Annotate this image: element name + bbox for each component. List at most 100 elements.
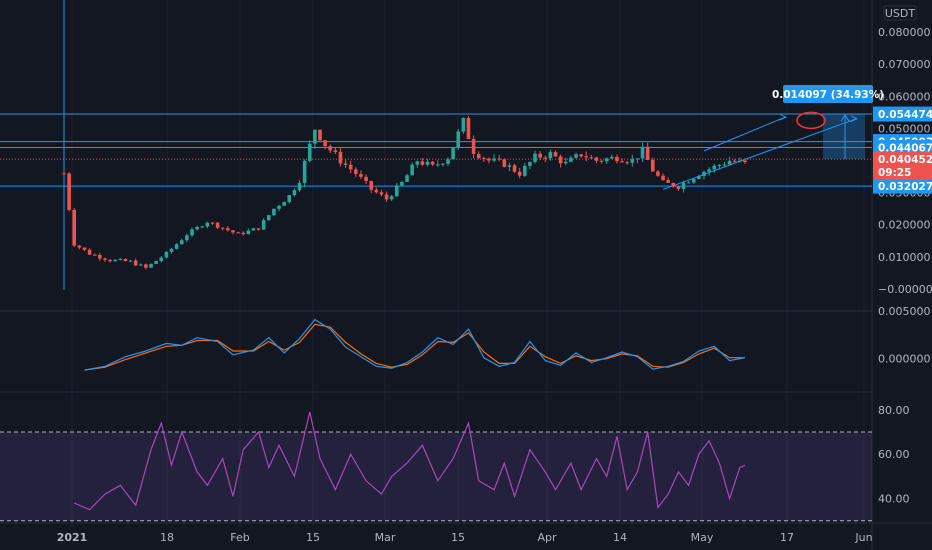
candle [553,150,558,157]
candle [497,154,501,162]
rsi-line [73,411,746,511]
candle [574,152,578,159]
price-tick-label: 0.080000 [878,26,931,39]
candle [446,157,450,167]
date-tick-label: Apr [537,531,557,544]
candle [98,252,102,261]
candle [507,162,512,172]
candle [681,180,686,193]
candle [558,154,563,168]
candle [722,161,727,168]
candle [476,151,481,160]
candle [251,227,256,231]
candle [707,167,711,176]
candle [691,178,696,184]
candle [717,163,722,170]
candle [543,155,548,163]
candle [441,162,445,167]
date-tick-label: 15 [306,531,320,544]
candle [471,135,476,159]
svg-text:0.044067: 0.044067 [878,142,932,154]
candle [313,129,317,149]
candle [712,164,717,173]
candle [179,238,184,245]
annotation-circle[interactable] [796,111,826,130]
rsi-tick-label: 80.00 [878,404,910,417]
candle [190,227,194,238]
candle [174,243,179,250]
candle [231,229,235,235]
candle [502,158,507,168]
candle [113,259,117,262]
price-axis[interactable]: 0.0800000.0700000.0600000.0500000.030000… [878,26,932,505]
candle [727,156,732,166]
svg-text:0.054474: 0.054474 [878,109,932,121]
candle [87,248,92,256]
candle [323,140,327,150]
candle [379,189,384,197]
candle [256,228,261,231]
candle [630,154,635,167]
vertical-gridlines [71,0,865,523]
candle [133,258,138,266]
price-tick-label: 0.020000 [878,219,931,232]
candle [435,160,440,168]
price-tick-label: 0.010000 [878,251,931,264]
candle [640,142,645,163]
candle [154,260,158,264]
candle [482,156,486,163]
candle [307,140,312,163]
candle [528,161,532,170]
candle [220,227,225,231]
drawing-tools[interactable]: 0.014097 (34.93%) [0,0,884,290]
candle [451,146,455,160]
candle [333,147,338,154]
candle [67,172,71,212]
channel-lower-line[interactable] [662,118,857,190]
candle [92,253,97,256]
date-axis[interactable]: 2021 18 Feb 15 Mar 15 Apr 14 May 17 Jun [57,531,873,544]
date-tick-label: 14 [613,531,627,544]
candle [661,173,665,181]
candle [620,158,624,163]
candle [144,263,148,270]
candle [594,156,599,164]
candle [420,158,425,167]
candle [103,257,107,263]
candle [359,170,363,179]
price-tick-label: 0.070000 [878,58,931,71]
candle [625,160,629,165]
date-tick-label: Jun [854,531,872,544]
date-tick-label: 15 [451,531,465,544]
candlestick-series [62,115,747,270]
candle [410,162,414,176]
price-tick-label: −0.000000 [878,283,932,296]
candle [302,159,307,188]
channel-arrow-head [849,115,859,123]
candle [635,158,640,164]
candle [702,170,706,180]
macd-line [84,318,746,371]
bar-countdown: 09:25 [878,167,911,179]
candle [185,233,189,243]
channel-upper-line[interactable] [703,116,786,152]
candle [374,187,379,194]
candle [538,151,542,161]
candle [62,171,66,175]
price-range-measure[interactable] [823,114,865,160]
candle [487,157,491,164]
candle [651,157,655,172]
rsi-tick-label: 40.00 [878,493,910,506]
candle [738,157,742,163]
candle [215,221,220,230]
date-tick-label: 17 [780,531,794,544]
candle [123,258,128,262]
date-tick-label: Mar [375,531,396,544]
candle [563,157,568,166]
candle [579,154,583,158]
svg-text:0.014097 (34.93%): 0.014097 (34.93%) [772,89,884,101]
candle [272,208,276,217]
candle [425,159,430,167]
